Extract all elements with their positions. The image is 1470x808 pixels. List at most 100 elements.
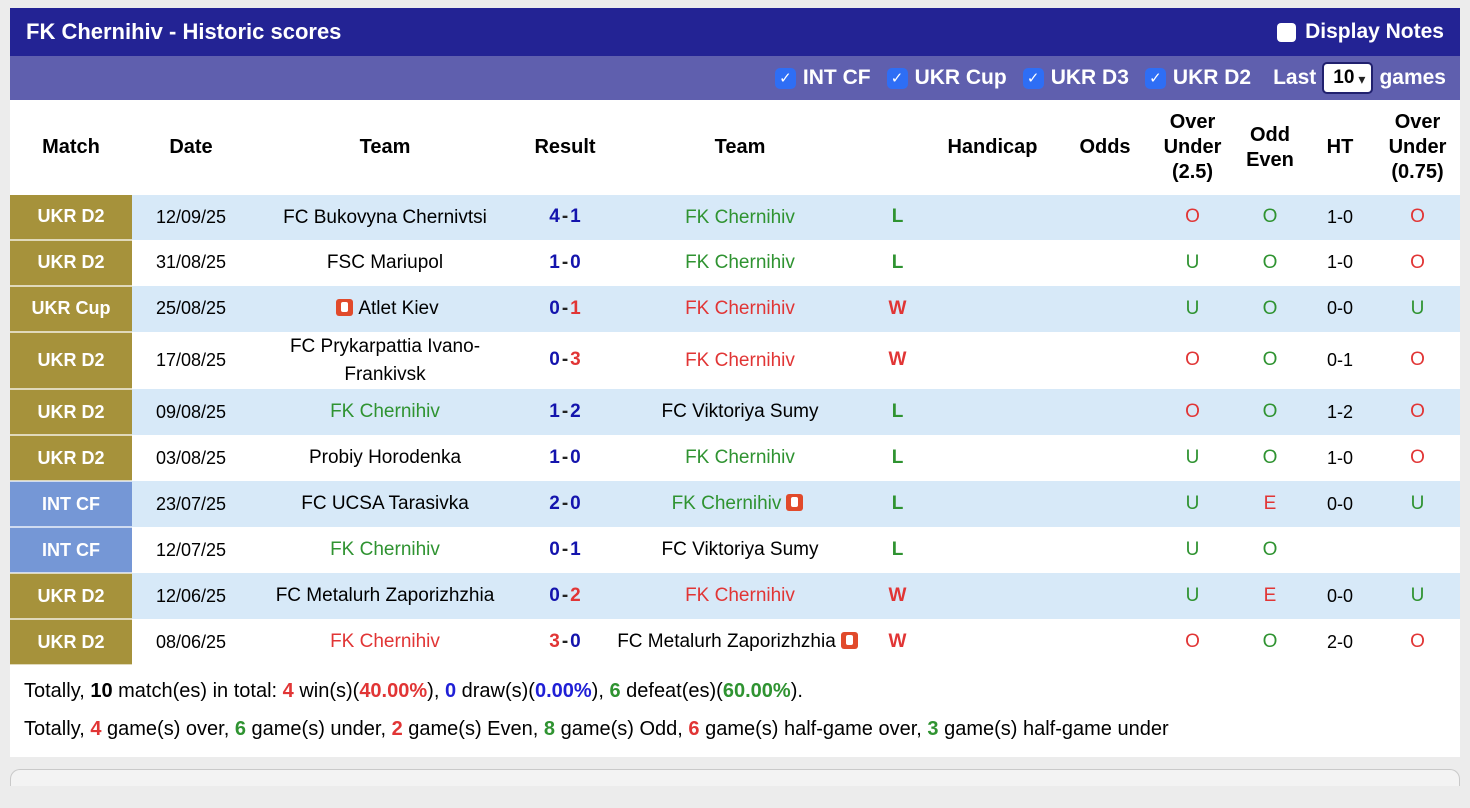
team-name[interactable]: FK Chernihiv [685,298,795,320]
over-under-075-cell: O [1410,446,1425,468]
odd-even-cell: O [1262,251,1278,273]
team-name[interactable]: FC Metalurh Zaporizhzhia [617,631,836,653]
filter-label: UKR Cup [914,66,1007,89]
away-team-cell: FK Chernihiv [610,286,870,332]
summary-segment: 10 [90,680,113,703]
handicap-result: L [891,538,904,560]
display-notes-control[interactable]: Display Notes [1277,20,1444,44]
filter-bar: INT CF UKR Cup UKR D3 UKR D2 Last 10 gam… [10,56,1460,100]
home-score: 2 [549,492,560,514]
score-dash: - [561,400,569,422]
half-time-score: 1-0 [1326,447,1353,468]
handicap-result: L [891,206,904,228]
away-team-cell: FK Chernihiv [610,332,870,389]
team-name[interactable]: FK Chernihiv [685,349,795,371]
team-name[interactable]: FK Chernihiv [685,585,795,607]
checkbox-checked-icon[interactable] [774,67,796,89]
match-date: 12/09/25 [155,206,227,227]
summary-segment: 60.00% [722,680,791,703]
odd-even-cell: O [1262,206,1278,228]
col-handicap: Handicap [925,100,1060,195]
team-name[interactable]: FK Chernihiv [685,252,795,274]
summary-line-2: Totally, 4 game(s) over, 6 game(s) under… [24,718,1446,741]
score-cell: 1-0 [520,435,610,481]
games-count-select[interactable]: 10 [1322,62,1374,94]
team-name[interactable]: FC Bukovyna Chernivtsi [283,206,487,228]
filter-label: UKR D2 [1172,66,1252,89]
team-name[interactable]: FC UCSA Tarasivka [301,493,469,515]
competition-badge: INT CF [10,481,132,529]
summary-segment: Totally, [24,680,91,703]
filter-ukr-cup[interactable]: UKR Cup [886,66,1007,90]
odds-cell [1060,240,1150,286]
score-dash: - [561,584,569,606]
over-under-25-cell: U [1185,492,1200,514]
table-header-row: Match Date Team Result Team Handicap Odd… [10,100,1460,195]
team-name[interactable]: FC Viktoriya Sumy [661,401,819,423]
team-name[interactable]: FC Viktoriya Sumy [661,539,819,561]
filter-int-cf[interactable]: INT CF [774,66,871,90]
team-name[interactable]: FSC Mariupol [326,252,444,274]
checkbox-checked-icon[interactable] [1144,67,1166,89]
games-count-value: 10 [1333,67,1355,88]
summary-segment: win(s)( [293,680,360,703]
home-team-cell: FK Chernihiv [250,389,520,435]
odd-even-cell: O [1262,297,1278,319]
team-name[interactable]: FK Chernihiv [685,447,795,469]
over-under-25-cell: U [1185,297,1200,319]
team-name[interactable]: FK Chernihiv [671,493,782,515]
team-name[interactable]: FK Chernihiv [330,401,440,423]
over-under-25-cell: O [1185,349,1200,371]
summary-segment: game(s) half-game over, [699,718,928,741]
summary-segment: game(s) over, [101,718,235,741]
team-name[interactable]: Probiy Horodenka [308,447,462,469]
away-team-cell: FK Chernihiv [610,195,870,240]
team-name[interactable]: FK Chernihiv [330,631,440,653]
over-under-075-cell: U [1410,584,1425,606]
away-team-cell: FC Metalurh Zaporizhzhia [610,619,870,665]
display-notes-checkbox[interactable] [1277,22,1297,42]
home-team-cell: FK Chernihiv [250,527,520,573]
col-result: Result [520,100,610,195]
summary-segment: defeat(es)( [620,680,723,703]
col-odds: Odds [1060,100,1150,195]
score-cell: 1-0 [520,240,610,286]
half-time-score: 0-0 [1326,298,1353,319]
table-row: UKR D2 12/06/25 FC Metalurh Zaporizhzhia 0-… [10,573,1460,621]
away-team-cell: FK Chernihiv [610,240,870,286]
half-time-score: 1-0 [1326,206,1353,227]
team-name[interactable]: FK Chernihiv [685,206,795,228]
odd-even-cell: O [1262,400,1278,422]
home-team-cell: FSC Mariupol [250,240,520,286]
score-cell: 2-0 [520,481,610,527]
next-section-preview [10,769,1460,787]
table-row: INT CF 23/07/25 FC UCSA Tarasivka 2-0 FK Che… [10,481,1460,529]
chevron-down-icon [1358,66,1365,90]
summary-segment: game(s) under, [245,718,392,741]
team-name[interactable]: FK Chernihiv [330,539,440,561]
handicap-result: W [888,297,907,319]
score-dash: - [561,538,569,560]
historic-scores-panel: FK Chernihiv - Historic scores Display N… [10,8,1460,787]
team-name[interactable]: FC Prykarpattia Ivano-Frankivsk [289,336,481,385]
team-name[interactable]: Atlet Kiev [358,298,439,320]
checkbox-checked-icon[interactable] [886,67,908,89]
score-cell: 0-1 [520,286,610,332]
over-under-075-cell: U [1410,297,1425,319]
team-name[interactable]: FC Metalurh Zaporizhzhia [275,585,495,607]
competition-badge: UKR D2 [10,619,132,667]
over-under-25-cell: O [1185,206,1200,228]
handicap-result: L [891,400,904,422]
score-dash: - [561,251,569,273]
table-row: UKR D2 09/08/25 FK Chernihiv 1-2 FC Viktoriy… [10,389,1460,437]
away-score: 1 [570,206,581,228]
handicap-cell [925,240,1060,286]
filter-ukr-d3[interactable]: UKR D3 [1022,66,1129,90]
half-time-score: 0-1 [1326,349,1353,370]
away-score: 0 [570,251,581,273]
over-under-075-cell [1375,527,1460,573]
summary-segment: ), [591,680,610,703]
filter-ukr-d2[interactable]: UKR D2 [1144,66,1252,90]
checkbox-checked-icon[interactable] [1022,67,1044,89]
handicap-cell [925,527,1060,573]
